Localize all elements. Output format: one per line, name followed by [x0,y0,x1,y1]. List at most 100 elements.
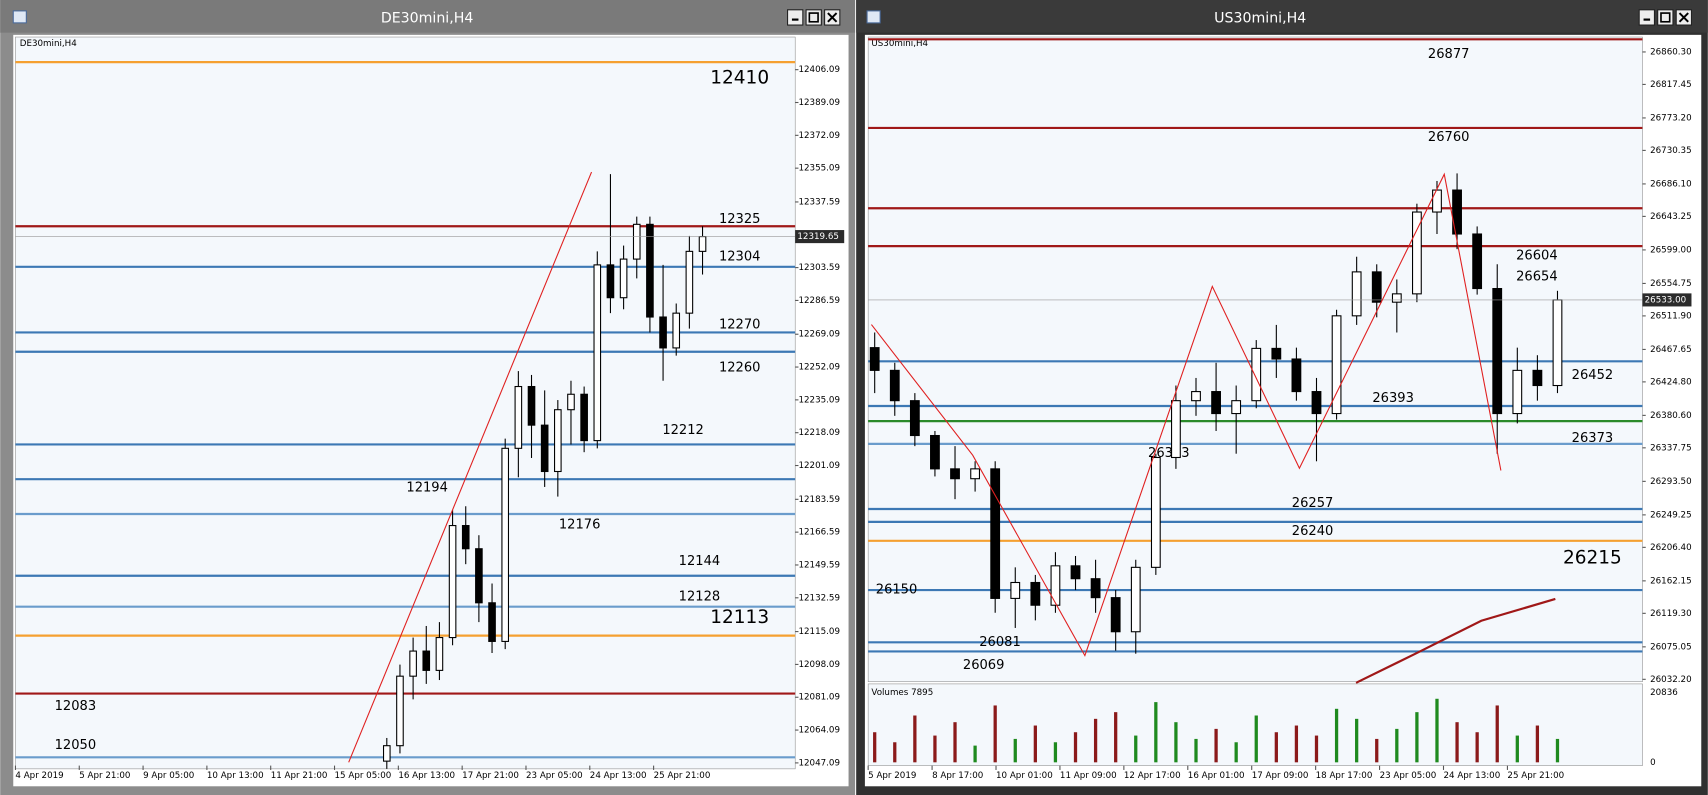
candle-body [409,650,417,677]
candle-body [950,468,960,480]
candle-body [1030,581,1041,606]
y-tick-label: 12183.59 [798,495,840,505]
candle-body [1191,391,1201,402]
window-title: US30mini,H4 [1214,11,1306,27]
x-tick-label: 16 Apr 13:00 [398,771,455,781]
y-tick-label: 26860.30 [1650,47,1692,57]
zigzag [870,172,1502,657]
level-label: 12113 [710,607,769,628]
y-tick-label: 12218.09 [798,428,840,438]
candle-body [1311,391,1322,415]
candle-body [527,385,536,426]
level-label: 12050 [55,738,97,753]
candle-body [1251,347,1262,402]
y-tick-label: 12132.59 [798,593,840,603]
title-bar[interactable] [856,0,1708,33]
candle-body [435,637,444,671]
y-tick-label: 26249.25 [1650,510,1692,520]
symbol-label: DE30mini,H4 [20,39,77,49]
y-tick-label: 12064.09 [798,726,840,736]
candle-body [619,258,628,299]
x-tick-label: 24 Apr 13:00 [1443,771,1500,781]
price-tag-box [1642,293,1692,307]
y-tick-label: 26773.20 [1650,113,1692,123]
icon [1660,12,1671,23]
minimize-button[interactable] [787,9,804,26]
candle-body [1432,189,1442,213]
candle-body [1492,288,1503,415]
x-tick-label: 24 Apr 13:00 [590,771,647,781]
level-label: 12176 [559,517,601,532]
level-label: 26081 [979,635,1021,650]
level-label: 26257 [1292,496,1334,511]
window-buttons [1638,9,1693,26]
title-bar[interactable] [0,0,856,33]
candle-body [501,447,510,642]
candle-body [909,400,920,437]
maximize-button[interactable] [1657,9,1674,26]
candle-body [698,236,707,252]
candle-body [1150,456,1161,568]
x-tick-label: 10 Apr 01:00 [996,771,1053,781]
level-label: 12144 [679,554,721,569]
chart-layer: 12406.09 12389.09 12372.09 12355.09 12337.59… [14,38,1692,781]
level-label: 26069 [963,658,1005,673]
icon [808,12,819,23]
candle-body [606,264,615,299]
icon [791,18,799,21]
x-tick-label: 17 Apr 09:00 [1252,771,1309,781]
level-label: 12325 [719,212,761,227]
y-tick-label: 12166.59 [798,528,840,538]
candle-body [461,525,470,550]
y-tick-label: 26599.00 [1650,245,1692,255]
x-tick-label: 25 Apr 21:00 [1507,771,1564,781]
y-tick-label: 26119.30 [1650,609,1692,619]
y-tick-label: 12303.59 [798,263,840,273]
candle-body [1512,369,1523,415]
x-tick-label: 5 Apr 2019 [868,771,916,781]
candle-body [1472,233,1483,290]
level-label: 12083 [55,699,97,714]
maximize-button[interactable] [805,9,822,26]
plot-area [15,36,796,770]
y-tick-label: 26511.90 [1650,311,1692,321]
candle-body [1050,565,1061,606]
level-label: 26240 [1292,524,1334,539]
y-tick-label: 12269.09 [798,330,840,340]
trend-line [348,171,593,763]
candle-body [1110,597,1121,633]
candle-body [930,434,940,470]
x-tick-label: 25 Apr 21:00 [654,771,711,781]
candle-body [580,393,588,442]
volume-tick-label: 0 [1650,758,1656,768]
y-tick-label: 12286.59 [798,296,840,306]
x-tick-label: 15 Apr 05:00 [335,771,392,781]
price-tag: 12319.65 [797,232,839,242]
icon [1678,12,1689,23]
price-tag-box [795,230,845,244]
y-tick-label: 12081.09 [798,693,840,703]
level-label: 12128 [679,589,721,604]
candle-body [672,312,681,349]
x-tick-label: 23 Apr 05:00 [1380,771,1437,781]
price-tag: 26533.00 [1645,295,1687,305]
y-tick-label: 26817.45 [1650,80,1692,90]
candle-body [970,468,981,480]
y-tick-label: 26075.05 [1650,642,1692,652]
minimize-button[interactable] [1638,9,1655,26]
y-tick-label: 26293.50 [1650,477,1692,487]
y-tick-label: 26686.10 [1650,179,1692,189]
candle-body [1231,400,1242,415]
y-tick-label: 12389.09 [798,98,840,108]
candle-body [1412,211,1422,295]
y-tick-label: 12406.09 [798,65,840,75]
x-tick-label: 9 Apr 05:00 [143,771,194,781]
candle-body [514,385,523,449]
icon [827,12,838,23]
y-tick-label: 26337.75 [1650,443,1692,453]
y-tick-label: 12149.59 [798,560,840,570]
symbol-label: US30mini,H4 [871,39,928,49]
x-tick-label: 10 Apr 13:00 [207,771,264,781]
candle-body [1532,369,1543,387]
candle-body [1090,578,1101,599]
